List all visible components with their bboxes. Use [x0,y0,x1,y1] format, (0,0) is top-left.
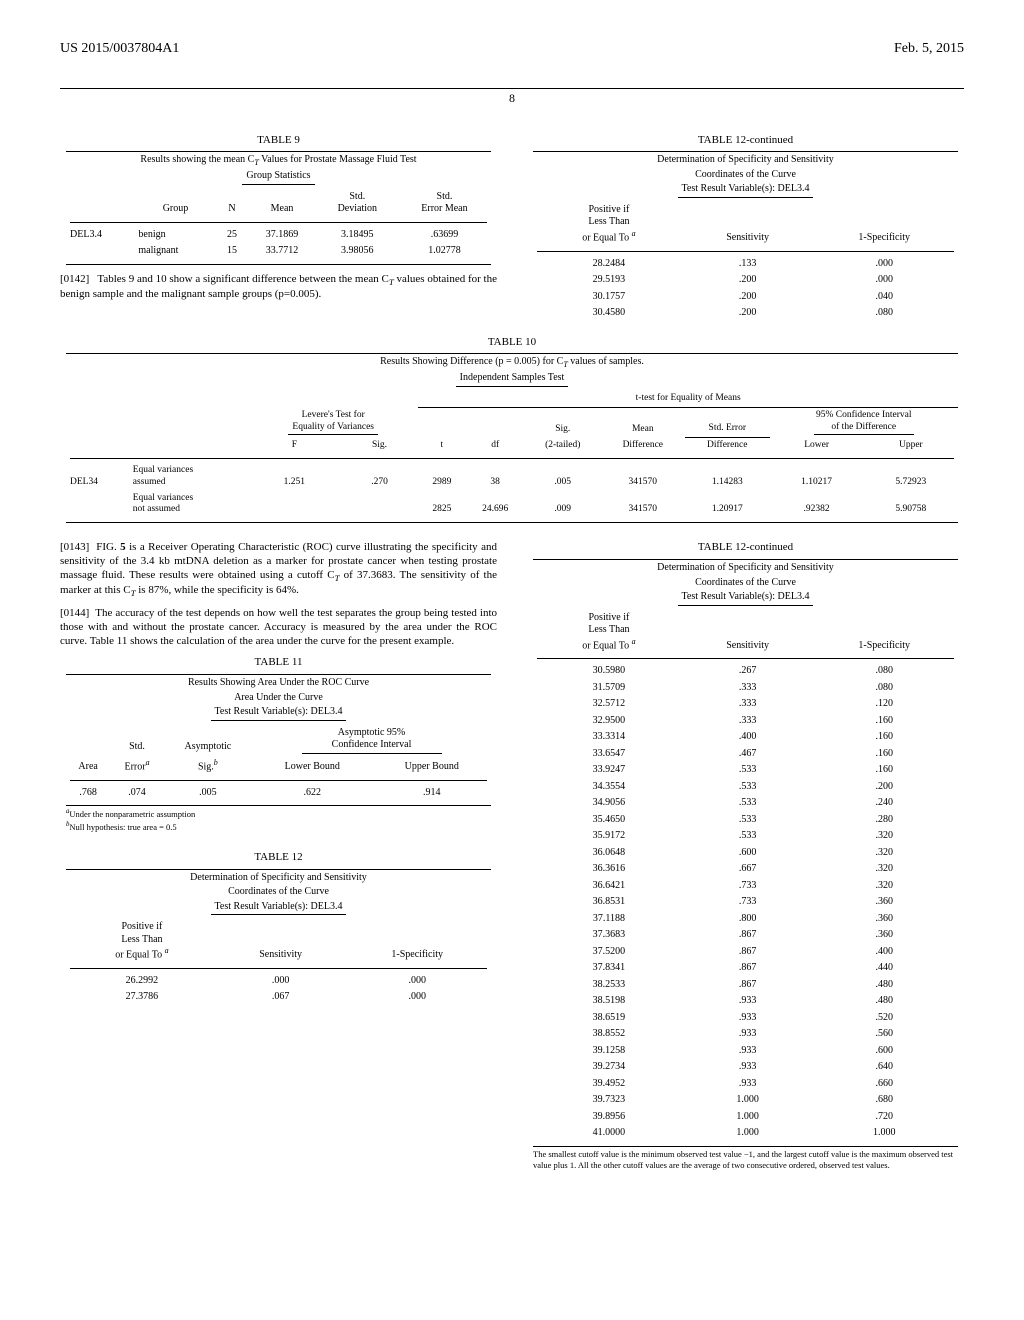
table-row: 36.6421.733.320 [533,878,958,895]
table-row: 29.5193.200.000 [533,272,958,289]
table12-title: TABLE 12 [60,851,497,865]
table-row: 39.2734.933.640 [533,1059,958,1076]
table12a-title: TABLE 12-continued [527,134,964,148]
table-row: 32.9500.333.160 [533,713,958,730]
table-row: 34.9056.533.240 [533,795,958,812]
right-column-bottom: TABLE 12-continued Determination of Spec… [527,533,964,1172]
table-row: 33.3314.400.160 [533,729,958,746]
left-column-top: TABLE 9 Results showing the mean CT Valu… [60,126,497,326]
paragraph-0144: [0144] The accuracy of the test depends … [60,607,497,648]
publication-date: Feb. 5, 2015 [894,40,964,58]
table-row: DEL3.4 benign 25 37.1869 3.18495 .63699 [66,227,491,244]
table-row: 39.73231.000.680 [533,1092,958,1109]
table-row: 32.5712.333.120 [533,696,958,713]
paragraph-0143: [0143] FIG. 5 is a Receiver Operating Ch… [60,541,497,599]
page-number: 8 [60,91,964,106]
table9: Results showing the mean CT Values for P… [60,151,497,265]
table11: Results Showing Area Under the ROC Curve… [60,674,497,833]
table-row: 36.0648.600.320 [533,845,958,862]
table-row: 33.9247.533.160 [533,762,958,779]
table-row: 38.8552.933.560 [533,1026,958,1043]
page-header: US 2015/0037804A1 Feb. 5, 2015 [60,40,964,58]
table-row: 38.2533.867.480 [533,977,958,994]
table-row: 27.3786.067.000 [66,989,491,1006]
table-row: 37.1188.800.360 [533,911,958,928]
table-row: 26.2992.000.000 [66,973,491,990]
table-row: 31.5709.333.080 [533,680,958,697]
publication-number: US 2015/0037804A1 [60,40,179,58]
table-row: 36.8531.733.360 [533,894,958,911]
table10: TABLE 10 Results Showing Difference (p =… [60,336,964,524]
right-column-top: TABLE 12-continued Determination of Spec… [527,126,964,326]
table-row: DEL34 Equal variancesassumed 1.251 .270 … [66,463,958,491]
table-row: 37.5200.867.400 [533,944,958,961]
table9-title: TABLE 9 [60,134,497,148]
table12b-grid: Positive ifLess Thanor Equal To a Sensit… [533,610,958,1142]
table12b: Determination of Specificity and Sensiti… [527,559,964,1170]
table-row: 30.5980.267.080 [533,663,958,680]
header-rule [60,88,964,89]
paragraph-0142: [0142] Tables 9 and 10 show a significan… [60,273,497,302]
table-row: 30.1757.200.040 [533,289,958,306]
table-row: 28.2484.133.000 [533,256,958,273]
table12a-grid: Positive ifLess Thanor Equal To a Sensit… [533,202,958,322]
table-row: 36.3616.667.320 [533,861,958,878]
table-row: 34.3554.533.200 [533,779,958,796]
table12b-footnote: The smallest cutoff value is the minimum… [533,1149,958,1170]
table-row: 41.00001.0001.000 [533,1125,958,1142]
table-row: 37.3683.867.360 [533,927,958,944]
table-row: 35.9172.533.320 [533,828,958,845]
table10-grid: t-test for Equality of Means Levere's Te… [66,391,958,519]
table-row: Equal variancesnot assumed 2825 24.696 .… [66,491,958,519]
table-row: 39.1258.933.600 [533,1043,958,1060]
table-row: 30.4580.200.080 [533,305,958,322]
table-row: 39.4952.933.660 [533,1076,958,1093]
table11-grid: Std. Asymptotic Asymptotic 95%Confidence… [66,725,491,801]
table12a: Determination of Specificity and Sensiti… [527,151,964,321]
table-row: 39.89561.000.720 [533,1109,958,1126]
table-row: 37.8341.867.440 [533,960,958,977]
table12b-title: TABLE 12-continued [527,541,964,555]
table9-grid: Group N Mean Std.Deviation Std.Error Mea… [66,189,491,260]
table-row: 35.4650.533.280 [533,812,958,829]
top-columns: TABLE 9 Results showing the mean CT Valu… [60,126,964,326]
table-row: 33.6547.467.160 [533,746,958,763]
table11-title: TABLE 11 [60,656,497,670]
left-column-bottom: [0143] FIG. 5 is a Receiver Operating Ch… [60,533,497,1172]
table-row: malignant 15 33.7712 3.98056 1.02778 [66,243,491,260]
table-row: .768 .074 .005 .622 .914 [66,785,491,802]
table-row: 38.6519.933.520 [533,1010,958,1027]
bottom-columns: [0143] FIG. 5 is a Receiver Operating Ch… [60,533,964,1172]
table12: Determination of Specificity and Sensiti… [60,869,497,1006]
table-row: 38.5198.933.480 [533,993,958,1010]
table12-grid: Positive ifLess Thanor Equal To a Sensit… [66,919,491,1006]
